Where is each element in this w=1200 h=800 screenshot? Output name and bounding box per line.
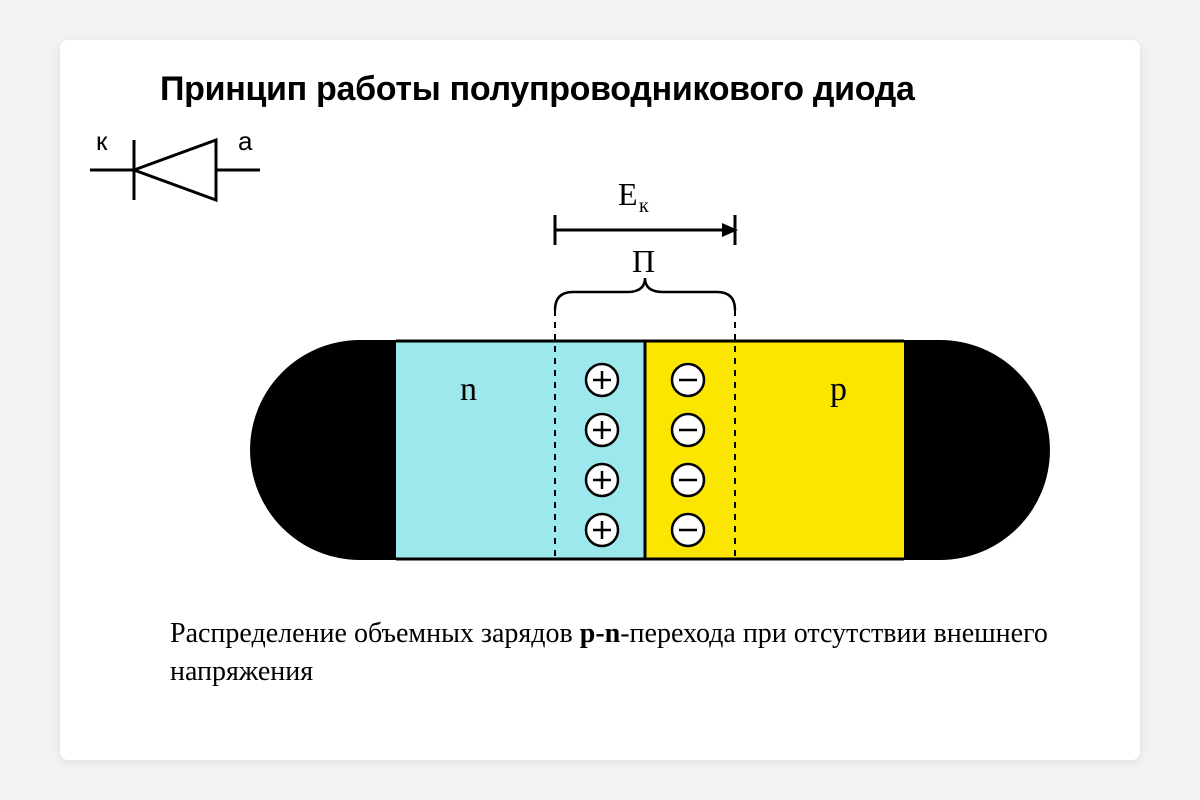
junction-brace: П bbox=[555, 243, 735, 310]
pi-label: П bbox=[632, 243, 655, 279]
plus-charge-icon bbox=[586, 414, 618, 446]
diode-symbol: к а bbox=[90, 126, 260, 200]
minus-charge-icon bbox=[672, 414, 704, 446]
p-label: p bbox=[830, 371, 847, 408]
minus-charge-icon bbox=[672, 514, 704, 546]
plus-charge-icon bbox=[586, 464, 618, 496]
cathode-label: к bbox=[96, 126, 108, 156]
field-label-E: E bbox=[618, 176, 638, 212]
diode-body: n p bbox=[250, 310, 1050, 560]
field-arrow: E к bbox=[555, 176, 738, 245]
slide: Принцип работы полупроводникового диода … bbox=[60, 40, 1140, 760]
caption-bold: p-n bbox=[580, 618, 620, 649]
left-cap bbox=[250, 340, 396, 560]
caption-prefix: Распределение объемных зарядов bbox=[170, 618, 580, 649]
field-label-sub: к bbox=[639, 195, 649, 217]
right-cap bbox=[904, 340, 1050, 560]
minus-charge-icon bbox=[672, 364, 704, 396]
minus-charge-icon bbox=[672, 464, 704, 496]
n-label: n bbox=[460, 371, 477, 408]
anode-label: а bbox=[238, 126, 253, 156]
n-region bbox=[396, 340, 585, 560]
plus-charge-icon bbox=[586, 514, 618, 546]
plus-charge-icon bbox=[586, 364, 618, 396]
caption: Распределение объемных зарядов p-n-перех… bbox=[170, 615, 1140, 691]
